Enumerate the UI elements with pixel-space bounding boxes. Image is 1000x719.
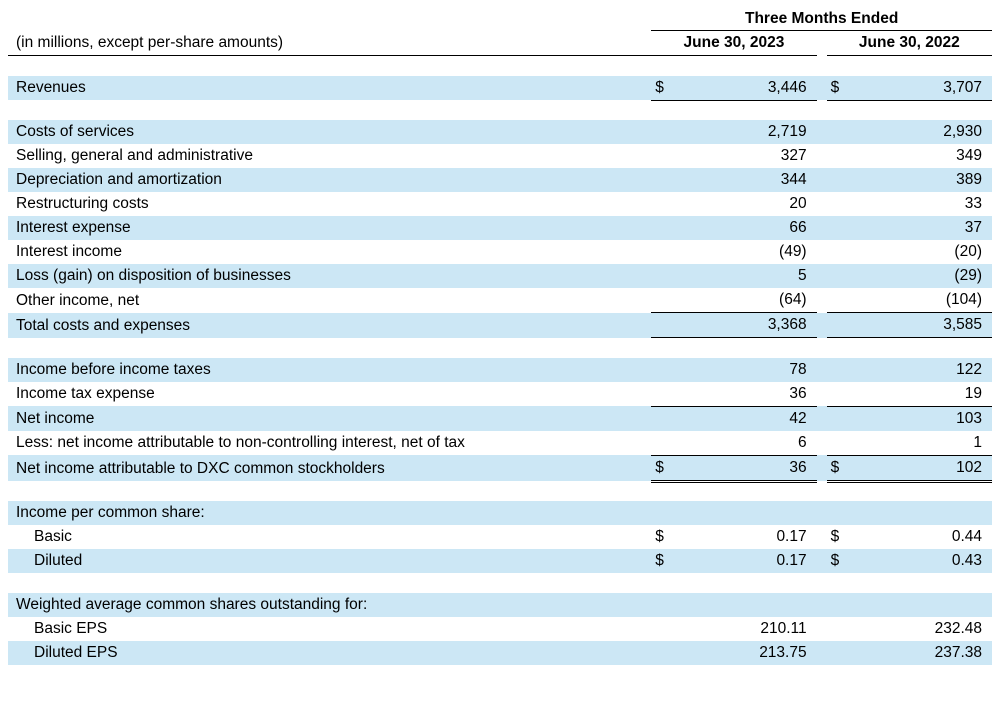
val-netinc-1: 42 — [673, 406, 816, 431]
header-subtitle: (in millions, except per-share amounts) — [8, 31, 651, 56]
label-wacs-header: Weighted average common shares outstandi… — [8, 593, 651, 617]
val-restr-2: 33 — [849, 192, 992, 216]
row-netattrib: Net income attributable to DXC common st… — [8, 455, 992, 481]
row-tax: Income tax expense 36 19 — [8, 382, 992, 407]
cur-netattrib-1: $ — [651, 455, 673, 481]
row-revenues: Revenues $ 3,446 $ 3,707 — [8, 76, 992, 101]
val-intinc-2: (20) — [849, 240, 992, 264]
row-netinc: Net income 42 103 — [8, 406, 992, 431]
label-basic: Basic — [8, 525, 651, 549]
row-da: Depreciation and amortization 344 389 — [8, 168, 992, 192]
label-ibt: Income before income taxes — [8, 358, 651, 382]
val-ibt-2: 122 — [849, 358, 992, 382]
label-nci: Less: net income attributable to non-con… — [8, 431, 651, 456]
row-totcosts: Total costs and expenses 3,368 3,585 — [8, 313, 992, 338]
header-super: Three Months Ended — [651, 10, 992, 31]
cur-diluted-2: $ — [827, 549, 849, 573]
label-revenues: Revenues — [8, 76, 651, 101]
val-basic-2: 0.44 — [849, 525, 992, 549]
header-col-1: June 30, 2023 — [651, 31, 816, 56]
row-othinc: Other income, net (64) (104) — [8, 288, 992, 313]
label-da: Depreciation and amortization — [8, 168, 651, 192]
val-diluted-2: 0.43 — [849, 549, 992, 573]
row-beps: Basic EPS 210.11 232.48 — [8, 617, 992, 641]
header-col-2: June 30, 2022 — [827, 31, 992, 56]
val-nci-2: 1 — [849, 431, 992, 456]
label-cos: Costs of services — [8, 120, 651, 144]
val-intinc-1: (49) — [673, 240, 816, 264]
label-lossgain: Loss (gain) on disposition of businesses — [8, 264, 651, 288]
row-nci: Less: net income attributable to non-con… — [8, 431, 992, 456]
label-sga: Selling, general and administrative — [8, 144, 651, 168]
row-cos: Costs of services 2,719 2,930 — [8, 120, 992, 144]
val-othinc-1: (64) — [673, 288, 816, 313]
val-restr-1: 20 — [673, 192, 816, 216]
row-restr: Restructuring costs 20 33 — [8, 192, 992, 216]
val-lossgain-2: (29) — [849, 264, 992, 288]
val-cos-2: 2,930 — [849, 120, 992, 144]
val-intexp-2: 37 — [849, 216, 992, 240]
val-revenues-2: 3,707 — [849, 76, 992, 101]
label-totcosts: Total costs and expenses — [8, 313, 651, 338]
val-basic-1: 0.17 — [673, 525, 816, 549]
val-othinc-2: (104) — [849, 288, 992, 313]
row-basic: Basic $ 0.17 $ 0.44 — [8, 525, 992, 549]
val-deps-2: 237.38 — [849, 641, 992, 665]
val-intexp-1: 66 — [673, 216, 816, 240]
label-intexp: Interest expense — [8, 216, 651, 240]
val-sga-2: 349 — [849, 144, 992, 168]
header-super-row: Three Months Ended — [8, 10, 992, 31]
val-da-2: 389 — [849, 168, 992, 192]
val-netattrib-2: 102 — [849, 455, 992, 481]
val-tax-2: 19 — [849, 382, 992, 407]
row-sga: Selling, general and administrative 327 … — [8, 144, 992, 168]
row-diluted: Diluted $ 0.17 $ 0.43 — [8, 549, 992, 573]
val-totcosts-2: 3,585 — [849, 313, 992, 338]
label-ipc-header: Income per common share: — [8, 501, 651, 525]
val-sga-1: 327 — [673, 144, 816, 168]
cur-revenues-2: $ — [827, 76, 849, 101]
label-othinc: Other income, net — [8, 288, 651, 313]
label-beps: Basic EPS — [8, 617, 651, 641]
label-intinc: Interest income — [8, 240, 651, 264]
cur-netattrib-2: $ — [827, 455, 849, 481]
header-cols-row: (in millions, except per-share amounts) … — [8, 31, 992, 56]
val-tax-1: 36 — [673, 382, 816, 407]
cur-diluted-1: $ — [651, 549, 673, 573]
val-diluted-1: 0.17 — [673, 549, 816, 573]
val-netinc-2: 103 — [849, 406, 992, 431]
cur-basic-2: $ — [827, 525, 849, 549]
val-cos-1: 2,719 — [673, 120, 816, 144]
val-da-1: 344 — [673, 168, 816, 192]
row-ibt: Income before income taxes 78 122 — [8, 358, 992, 382]
val-ibt-1: 78 — [673, 358, 816, 382]
label-netinc: Net income — [8, 406, 651, 431]
cur-basic-1: $ — [651, 525, 673, 549]
label-restr: Restructuring costs — [8, 192, 651, 216]
row-ipc-header: Income per common share: — [8, 501, 992, 525]
label-tax: Income tax expense — [8, 382, 651, 407]
row-deps: Diluted EPS 213.75 237.38 — [8, 641, 992, 665]
row-intinc: Interest income (49) (20) — [8, 240, 992, 264]
row-intexp: Interest expense 66 37 — [8, 216, 992, 240]
val-beps-2: 232.48 — [849, 617, 992, 641]
val-lossgain-1: 5 — [673, 264, 816, 288]
label-deps: Diluted EPS — [8, 641, 651, 665]
cur-revenues-1: $ — [651, 76, 673, 101]
income-statement-table: Three Months Ended (in millions, except … — [8, 10, 992, 665]
val-beps-1: 210.11 — [673, 617, 816, 641]
label-diluted: Diluted — [8, 549, 651, 573]
val-totcosts-1: 3,368 — [673, 313, 816, 338]
row-lossgain: Loss (gain) on disposition of businesses… — [8, 264, 992, 288]
val-revenues-1: 3,446 — [673, 76, 816, 101]
val-nci-1: 6 — [673, 431, 816, 456]
row-wacs-header: Weighted average common shares outstandi… — [8, 593, 992, 617]
label-netattrib: Net income attributable to DXC common st… — [8, 455, 651, 481]
val-deps-1: 213.75 — [673, 641, 816, 665]
val-netattrib-1: 36 — [673, 455, 816, 481]
